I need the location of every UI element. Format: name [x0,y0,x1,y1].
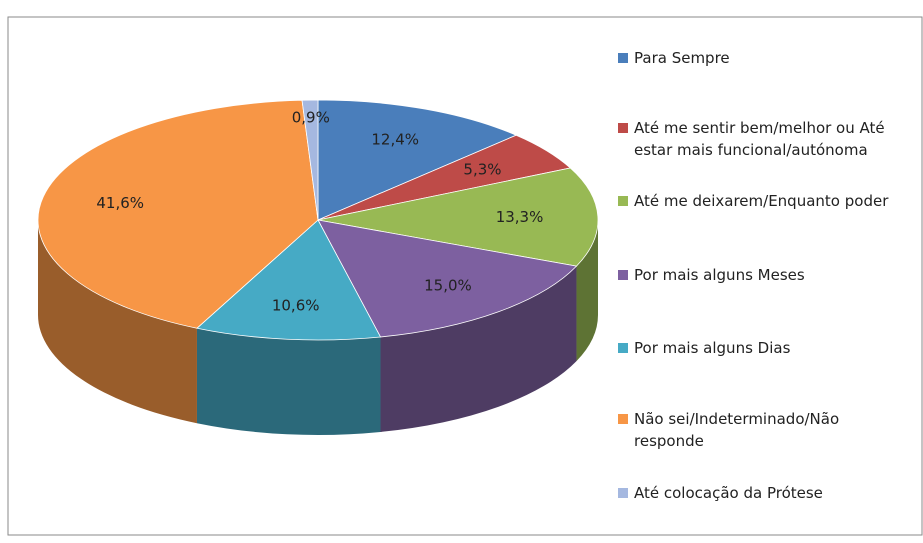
slice [37,99,319,329]
legend-swatch [618,414,628,424]
legend-item: Até colocação da Prótese [618,482,908,504]
slice [317,219,578,338]
slice [301,99,319,221]
slice-side [380,266,577,432]
slice [196,219,382,341]
data-label: 10,6% [272,296,320,314]
legend-item: Até me sentir bem/melhor ou Até estar ma… [618,117,908,161]
slice-side [576,220,598,362]
slice [317,167,599,267]
legend-label: Por mais alguns Meses [634,266,805,284]
legend-item: Não sei/Indeterminado/Não responde [618,408,908,452]
legend-swatch [618,123,628,133]
legend-swatch [618,343,628,353]
data-label: 15,0% [424,277,472,295]
legend-swatch [618,270,628,280]
legend-label: Até colocação da Prótese [634,484,823,502]
slice [317,99,518,221]
legend-item: Para Sempre [618,47,908,69]
legend-swatch [618,196,628,206]
legend-swatch [618,53,628,63]
data-label: 13,3% [496,208,544,226]
legend-label: Para Sempre [634,49,730,67]
legend-label: Até me sentir bem/melhor ou Até estar ma… [634,119,885,159]
data-label: 5,3% [463,161,501,179]
frame [7,16,923,536]
data-label: 41,6% [96,194,144,212]
slice-side [38,220,197,424]
legend-label: Por mais alguns Dias [634,339,791,357]
legend-item: Por mais alguns Dias [618,337,908,359]
slice-side [196,328,381,436]
legend-item: Até me deixarem/Enquanto poder [618,190,908,212]
data-label: 0,9% [292,109,330,127]
legend-swatch [618,488,628,498]
data-label: 12,4% [371,131,419,149]
legend-label: Não sei/Indeterminado/Não responde [634,410,840,450]
legend-item: Por mais alguns Meses [618,264,908,286]
legend-label: Até me deixarem/Enquanto poder [634,192,889,210]
